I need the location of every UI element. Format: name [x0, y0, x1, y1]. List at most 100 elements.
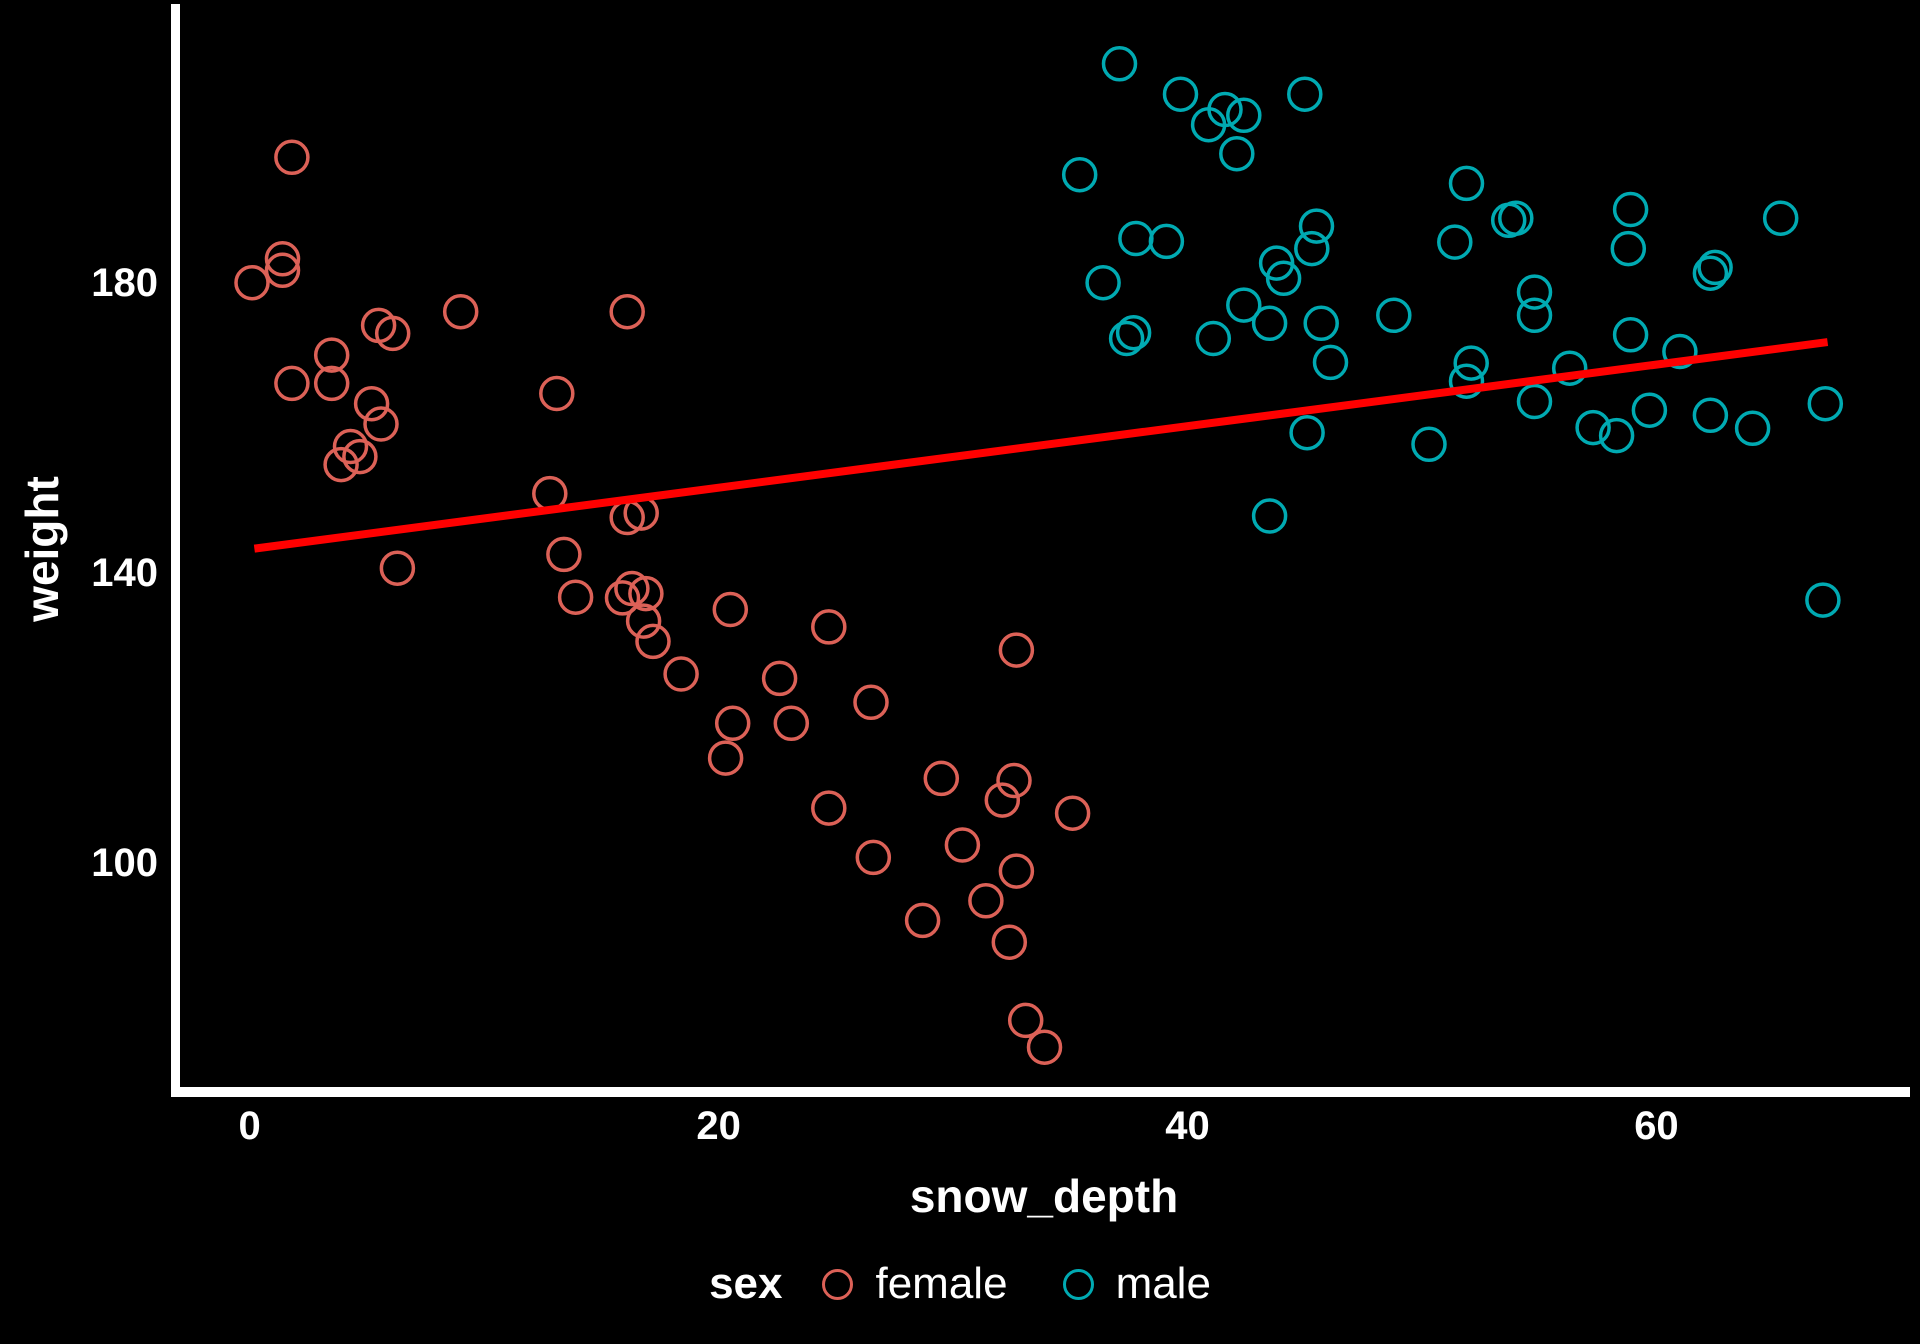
data-point-male	[1575, 409, 1611, 446]
data-point-female	[923, 760, 960, 797]
data-point-female	[264, 252, 301, 289]
data-point-male	[1516, 383, 1553, 420]
female-marker-icon	[822, 1268, 854, 1300]
data-point-female	[557, 579, 594, 615]
data-point-female	[274, 365, 310, 402]
data-point-male	[1734, 410, 1771, 447]
legend-label-female: female	[875, 1259, 1008, 1308]
data-point-female	[714, 705, 751, 742]
y-tick-label-140: 140	[91, 551, 158, 596]
data-point-female	[904, 902, 941, 939]
data-point-female	[761, 660, 798, 697]
data-point-female	[353, 385, 390, 422]
data-point-male	[1448, 363, 1485, 399]
data-point-male	[1631, 392, 1668, 428]
data-point-female	[663, 656, 699, 692]
data-point-male	[1108, 320, 1145, 357]
data-point-female	[628, 575, 664, 612]
y-tick-label-100: 100	[91, 841, 158, 886]
x-tick-label-40: 40	[1165, 1104, 1210, 1148]
x-axis-title: snow_depth	[909, 1170, 1179, 1222]
data-point-male	[1453, 345, 1489, 381]
data-point-female	[342, 438, 378, 475]
legend-label-male: male	[1115, 1259, 1211, 1308]
data-point-male	[1376, 297, 1412, 334]
data-point-female	[323, 446, 359, 483]
data-point-female	[332, 428, 369, 465]
data-point-male	[1610, 230, 1647, 267]
data-point-male	[1298, 208, 1335, 244]
data-point-male	[1226, 287, 1262, 323]
data-point-male	[1226, 97, 1262, 134]
data-points-layer	[234, 46, 1844, 1065]
data-point-female	[998, 632, 1035, 668]
data-point-male	[1692, 255, 1729, 291]
data-point-male	[1148, 223, 1185, 260]
data-point-male	[1662, 333, 1698, 370]
data-point-female	[363, 406, 399, 442]
data-point-male	[1411, 426, 1447, 463]
male-marker-icon	[1062, 1268, 1094, 1300]
data-point-female	[811, 790, 847, 826]
data-point-female	[625, 603, 662, 639]
x-tick-label-20: 20	[696, 1104, 741, 1148]
data-point-female	[234, 264, 270, 301]
data-point-female	[998, 853, 1035, 889]
y-tick-label-180: 180	[91, 261, 158, 306]
data-point-male	[1085, 264, 1121, 301]
data-point-female	[313, 365, 350, 402]
y-axis-title: weight	[16, 476, 68, 622]
data-point-female	[609, 293, 645, 330]
data-point-female	[635, 623, 671, 660]
data-point-female	[313, 337, 350, 373]
data-point-male	[1289, 414, 1325, 451]
data-point-female	[379, 550, 416, 586]
data-point-female	[773, 705, 810, 742]
data-point-male	[1251, 498, 1288, 534]
data-point-male	[1437, 224, 1473, 260]
data-point-male	[1101, 46, 1138, 82]
data-point-male	[1498, 200, 1534, 236]
data-point-male	[1115, 314, 1152, 351]
data-point-male	[1294, 230, 1330, 267]
data-point-female	[712, 591, 749, 628]
data-point-male	[1516, 274, 1553, 310]
data-point-female	[855, 839, 892, 876]
data-point-male	[1303, 305, 1339, 342]
x-tick-label-60: 60	[1634, 1104, 1679, 1148]
data-point-female	[374, 315, 411, 352]
data-point-male	[1692, 397, 1729, 434]
data-point-male	[1061, 156, 1098, 193]
regression-line	[253, 338, 1829, 553]
data-point-female	[604, 580, 641, 616]
data-point-male	[1251, 305, 1288, 342]
legend-title: sex	[709, 1259, 783, 1308]
data-point-male	[1448, 165, 1485, 202]
data-point-male	[1612, 317, 1649, 353]
data-point-male	[1516, 297, 1553, 334]
data-point-female	[1026, 1029, 1063, 1065]
data-point-male	[1162, 76, 1199, 112]
data-point-male	[1762, 200, 1799, 236]
data-point-male	[1598, 417, 1635, 454]
data-point-male	[1118, 220, 1154, 257]
data-point-female	[991, 924, 1028, 960]
data-point-male	[1551, 350, 1588, 386]
data-point-male	[1287, 76, 1323, 112]
data-point-male	[1612, 191, 1649, 228]
data-point-female	[1054, 795, 1091, 831]
legend-item-male: male	[1062, 1259, 1211, 1308]
data-point-female	[707, 740, 744, 776]
legend: sex female male	[0, 1262, 1920, 1306]
data-point-male	[1190, 106, 1227, 143]
data-point-female	[853, 684, 889, 721]
legend-item-female: female	[822, 1259, 1008, 1308]
data-point-female	[264, 241, 301, 277]
data-point-male	[1807, 385, 1844, 422]
data-point-female	[944, 827, 981, 863]
data-point-male	[1312, 344, 1349, 381]
data-point-female	[968, 883, 1004, 919]
data-point-male	[1805, 582, 1841, 618]
data-point-female	[996, 762, 1032, 799]
